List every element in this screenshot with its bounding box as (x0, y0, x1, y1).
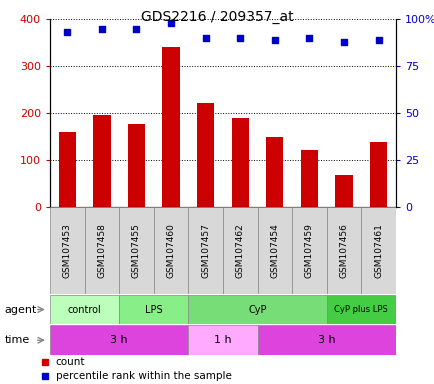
Bar (197, 103, 214, 207)
Text: count: count (56, 358, 85, 367)
Text: LPS: LPS (145, 305, 162, 314)
Point (202, 35, 209, 41)
Text: GSM107461: GSM107461 (373, 223, 382, 278)
Bar (50, 325, 188, 355)
Bar (361, 207, 395, 294)
Text: GDS2216 / 209357_at: GDS2216 / 209357_at (141, 10, 293, 23)
Bar (266, 137, 283, 207)
Text: GSM107460: GSM107460 (166, 223, 175, 278)
Point (305, 35, 312, 41)
Bar (292, 207, 326, 294)
Bar (326, 207, 361, 294)
Bar (188, 325, 257, 355)
Bar (326, 295, 395, 324)
Bar (231, 118, 248, 207)
Bar (93, 115, 110, 207)
Bar (162, 48, 179, 207)
Text: percentile rank within the sample: percentile rank within the sample (56, 371, 231, 381)
Text: GSM107453: GSM107453 (62, 223, 72, 278)
Text: CyP: CyP (248, 305, 266, 314)
Bar (85, 207, 119, 294)
Point (133, 26, 140, 32)
Bar (300, 150, 317, 207)
Text: 3 h: 3 h (317, 335, 335, 345)
Text: 1 h: 1 h (214, 335, 231, 345)
Point (98, 26, 105, 32)
Bar (257, 207, 292, 294)
Bar (154, 207, 188, 294)
Text: GSM107454: GSM107454 (270, 223, 279, 278)
Point (271, 37, 278, 43)
Bar (50, 295, 119, 324)
Bar (188, 295, 326, 324)
Bar (50, 207, 84, 294)
Text: GSM107462: GSM107462 (235, 223, 244, 278)
Bar (128, 124, 145, 207)
Text: GSM107455: GSM107455 (132, 223, 141, 278)
Point (64, 29, 71, 35)
Bar (119, 207, 154, 294)
Text: time: time (4, 335, 30, 345)
Bar (257, 325, 395, 355)
Bar (119, 295, 188, 324)
Bar (223, 207, 257, 294)
Point (374, 37, 381, 43)
Bar (335, 175, 352, 207)
Text: CyP plus LPS: CyP plus LPS (334, 305, 387, 314)
Text: GSM107458: GSM107458 (97, 223, 106, 278)
Text: control: control (68, 305, 101, 314)
Text: GSM107459: GSM107459 (304, 223, 313, 278)
Point (340, 39, 347, 45)
Text: GSM107456: GSM107456 (339, 223, 348, 278)
Text: agent: agent (4, 305, 36, 314)
Text: GSM107457: GSM107457 (201, 223, 210, 278)
Text: 3 h: 3 h (110, 335, 128, 345)
Bar (369, 142, 386, 207)
Bar (188, 207, 223, 294)
Bar (59, 132, 76, 207)
Point (167, 20, 174, 26)
Point (236, 35, 243, 41)
